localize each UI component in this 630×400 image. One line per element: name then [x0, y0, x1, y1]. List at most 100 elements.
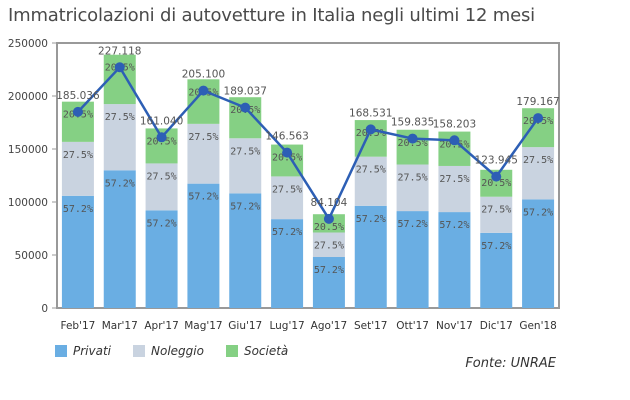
bar-segment-noleggio — [103, 104, 136, 171]
legend-label: Privati — [73, 344, 111, 358]
x-tick-label: Gen'18 — [519, 320, 557, 332]
legend-item-privati: Privati — [55, 344, 111, 358]
x-tick-label: Feb'17 — [60, 320, 95, 332]
total-label: 84.104 — [311, 197, 348, 209]
bar-segment-privati — [438, 212, 471, 308]
bar-segment-noleggio — [312, 232, 345, 258]
bar-segment-noleggio — [61, 141, 94, 196]
total-label: 168.531 — [349, 107, 392, 119]
x-tick-label: Apr'17 — [144, 320, 178, 332]
percent-label: 27.5% — [314, 240, 344, 251]
percent-label: 27.5% — [272, 184, 302, 195]
legend: Privati Noleggio Società — [55, 344, 288, 358]
percent-label: 57.2% — [230, 201, 260, 212]
bar-segment-noleggio — [354, 156, 387, 206]
bar-segment-noleggio — [396, 164, 429, 212]
y-tick-label: 0 — [41, 303, 48, 315]
total-point — [449, 135, 460, 146]
x-tick-label: Mar'17 — [102, 320, 138, 332]
percent-label: 57.2% — [523, 207, 553, 218]
y-tick-label: 200000 — [8, 91, 48, 103]
bar-segment-privati — [354, 205, 387, 308]
total-label: 227.118 — [98, 45, 141, 57]
x-tick-label: Dic'17 — [480, 320, 513, 332]
total-point — [156, 132, 167, 143]
total-label: 123.945 — [475, 155, 518, 167]
bar-segment-noleggio — [229, 138, 262, 194]
bar-segment-noleggio — [145, 163, 178, 211]
percent-label: 27.5% — [63, 150, 93, 161]
percent-label: 57.2% — [105, 178, 135, 189]
x-tick-label: Mag'17 — [184, 320, 222, 332]
y-tick-label: 150000 — [8, 144, 48, 156]
percent-label: 20.5% — [272, 153, 302, 164]
total-point — [323, 213, 334, 224]
plot-frame — [56, 42, 560, 309]
bar-segment-privati — [229, 193, 262, 308]
percent-label: 57.2% — [481, 241, 511, 252]
legend-swatch — [225, 345, 238, 357]
bar-segment-privati — [312, 257, 345, 308]
total-label: 146.563 — [265, 131, 308, 143]
percent-label: 27.5% — [147, 171, 177, 182]
legend-label: Società — [243, 344, 289, 358]
percent-label: 57.2% — [272, 227, 302, 238]
total-label: 179.167 — [516, 96, 559, 108]
percent-label: 57.2% — [398, 219, 428, 230]
percent-label: 27.5% — [523, 155, 553, 166]
total-line — [77, 65, 540, 222]
x-tick-label: Nov'17 — [436, 320, 473, 332]
bar-segment-privati — [145, 210, 178, 308]
bar-segment-noleggio — [187, 123, 220, 184]
x-tick-label: Ott'17 — [396, 320, 429, 332]
total-point — [365, 124, 376, 135]
source-note: Fonte: UNRAE — [465, 356, 556, 371]
legend-swatch — [55, 345, 67, 357]
total-label: 158.203 — [433, 118, 476, 130]
percent-label: 57.2% — [188, 192, 218, 203]
total-point — [240, 102, 251, 113]
total-label: 185.036 — [56, 90, 100, 102]
percent-label: 27.5% — [439, 174, 469, 185]
percent-label: 57.2% — [147, 218, 177, 229]
total-point — [533, 113, 544, 124]
total-label: 189.037 — [224, 86, 267, 98]
y-tick-label: 100000 — [8, 197, 48, 209]
legend-item-noleggio: Noleggio — [133, 344, 204, 358]
bar-segment-privati — [187, 183, 220, 308]
x-tick-label: Giu'17 — [228, 320, 262, 332]
percent-label: 27.5% — [230, 146, 260, 157]
bar-segment-privati — [103, 170, 136, 308]
bar-segment-noleggio — [522, 147, 555, 200]
bar-segment-privati — [396, 211, 429, 308]
y-tick-label: 250000 — [8, 38, 48, 50]
x-tick-label: Set'17 — [354, 320, 388, 332]
percent-label: 27.5% — [481, 205, 511, 216]
x-tick-label: Ago'17 — [311, 320, 348, 332]
total-point — [491, 171, 502, 182]
legend-swatch — [133, 345, 145, 357]
percent-label: 27.5% — [188, 132, 218, 143]
bar-segment-noleggio — [438, 165, 471, 213]
total-point — [72, 106, 83, 117]
total-point — [114, 62, 125, 73]
percent-label: 27.5% — [398, 172, 428, 183]
legend-item-societa: Società — [225, 344, 289, 358]
x-tick-label: Lug'17 — [269, 320, 304, 332]
bar-segment-noleggio — [480, 196, 513, 233]
percent-label: 20.5% — [314, 222, 344, 233]
total-label: 205.100 — [182, 69, 225, 81]
total-label: 161.040 — [140, 115, 183, 127]
bar-segment-noleggio — [271, 176, 304, 220]
total-label: 159.835 — [391, 117, 434, 129]
total-point — [407, 133, 418, 144]
y-tick-label: 50000 — [15, 250, 48, 262]
percent-label: 27.5% — [105, 112, 135, 123]
bar-segment-privati — [61, 195, 94, 308]
total-point — [198, 85, 209, 96]
percent-label: 57.2% — [439, 220, 469, 231]
legend-label: Noleggio — [151, 344, 204, 358]
chart-title: Immatricolazioni di autovetture in Itali… — [8, 5, 535, 26]
bar-segment-privati — [271, 219, 304, 308]
